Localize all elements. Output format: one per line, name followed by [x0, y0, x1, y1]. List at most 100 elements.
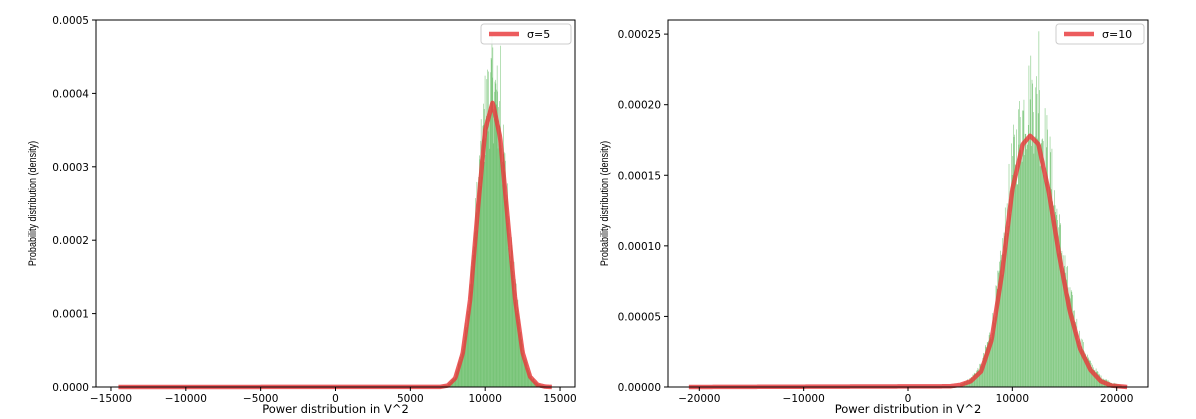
histogram-bar: [1065, 272, 1066, 387]
histogram-bar: [495, 83, 497, 387]
legend-box: [480, 23, 572, 45]
histogram-bar: [1036, 76, 1037, 387]
histogram-bar: [477, 182, 479, 387]
histogram-bar: [506, 227, 508, 387]
histogram-bar: [513, 274, 514, 387]
histogram-bar: [1016, 184, 1018, 387]
histogram-bar: [491, 59, 492, 388]
histogram-bar: [1044, 108, 1046, 387]
histogram-bar: [1080, 338, 1082, 387]
histogram-bar: [488, 110, 490, 387]
histogram-bar: [975, 374, 977, 387]
histogram-bar: [975, 373, 976, 387]
histogram-bar: [1047, 183, 1049, 387]
histogram-bar: [1029, 99, 1031, 388]
chart-panel-1: −15000 −10000 −5000 0 5000 10000 15000 0.0000 0.…: [27, 15, 576, 416]
histogram-bar: [497, 148, 499, 387]
histogram-bar: [506, 199, 507, 387]
histogram-bar: [495, 79, 496, 387]
histogram-bar: [1062, 255, 1064, 387]
histogram-bar: [1050, 152, 1051, 387]
histogram-bar: [1040, 144, 1042, 387]
histogram-bar: [1076, 318, 1078, 387]
histogram-bar: [1039, 166, 1041, 387]
histogram-bar: [466, 327, 468, 387]
histogram-bar: [469, 284, 471, 387]
histogram-bar: [494, 91, 495, 387]
histogram-bar: [996, 288, 998, 387]
histogram-bar: [526, 364, 528, 387]
x-tick-label: 10000: [996, 393, 1029, 405]
histogram-bar: [520, 332, 522, 387]
histogram-bar: [496, 65, 498, 387]
histogram-bar: [1079, 345, 1081, 387]
histogram-bar: [525, 360, 527, 387]
histogram-bar: [1047, 129, 1048, 387]
histogram-bar: [1000, 260, 1002, 387]
histogram-bar: [1078, 330, 1080, 387]
histogram-bar: [491, 35, 493, 388]
histogram-bar: [516, 313, 518, 387]
histogram-bar: [1041, 143, 1042, 387]
histogram-bar: [998, 272, 999, 387]
histogram-bar: [985, 346, 987, 387]
y-tick-label: 0.0001: [52, 309, 89, 321]
histogram-bar: [1018, 144, 1020, 387]
histogram-bar: [1037, 138, 1038, 387]
histogram-bar: [479, 159, 481, 387]
histogram-bar: [1077, 333, 1078, 387]
histogram-bar: [1056, 208, 1058, 387]
histogram-bar: [1003, 232, 1005, 387]
histogram-bar: [484, 75, 486, 387]
histogram-bar: [530, 375, 532, 387]
histogram-bar: [480, 119, 482, 387]
x-tick-label: −15000: [90, 393, 132, 405]
histogram-bar: [1059, 214, 1060, 387]
histogram-bar: [460, 356, 461, 387]
histogram-bar: [489, 114, 491, 387]
histogram-bar: [487, 69, 488, 388]
histogram-bar: [1069, 296, 1070, 387]
histogram-bar: [498, 107, 499, 387]
histogram-bar: [997, 270, 999, 387]
histogram-bar: [499, 125, 501, 387]
histogram-bar: [532, 379, 534, 387]
histogram-bar: [462, 352, 463, 387]
histogram-bar: [488, 71, 489, 387]
histogram-bar: [1049, 187, 1050, 387]
histogram-bar: [1088, 357, 1089, 387]
histogram-bar: [524, 357, 526, 387]
histogram-bar: [1030, 55, 1032, 387]
histogram-bar: [1002, 238, 1004, 387]
histogram-bar: [1009, 190, 1011, 387]
histogram-bar: [1042, 138, 1043, 387]
histogram-bar: [530, 375, 531, 387]
histogram-bar: [521, 339, 522, 387]
histogram-bar: [469, 306, 470, 387]
histogram-bar: [1025, 133, 1027, 387]
histogram-bar: [981, 364, 983, 387]
histogram-bar: [507, 183, 508, 387]
histogram-bar: [494, 81, 496, 388]
histogram-bar: [988, 340, 989, 387]
histogram-bar: [454, 377, 456, 387]
histogram-bar: [519, 333, 521, 387]
histogram-bar: [1083, 342, 1084, 387]
histogram-bar: [514, 278, 516, 387]
histogram-bar: [484, 161, 485, 387]
histogram-bar: [1070, 298, 1071, 387]
histogram-bar: [1057, 219, 1058, 387]
histogram-bar: [1006, 203, 1008, 387]
histogram-bar: [1011, 143, 1012, 387]
histogram-bar: [499, 101, 500, 387]
histogram-bar: [1031, 146, 1032, 387]
histogram-bar: [993, 317, 995, 387]
histogram-bar: [1003, 254, 1004, 387]
histogram-bar: [1060, 253, 1062, 387]
histogram-bar: [487, 131, 489, 387]
histogram-bar: [478, 176, 479, 387]
histogram-bar: [1053, 205, 1055, 387]
histogram-bar: [466, 327, 467, 387]
histogram-bar: [1020, 150, 1022, 387]
